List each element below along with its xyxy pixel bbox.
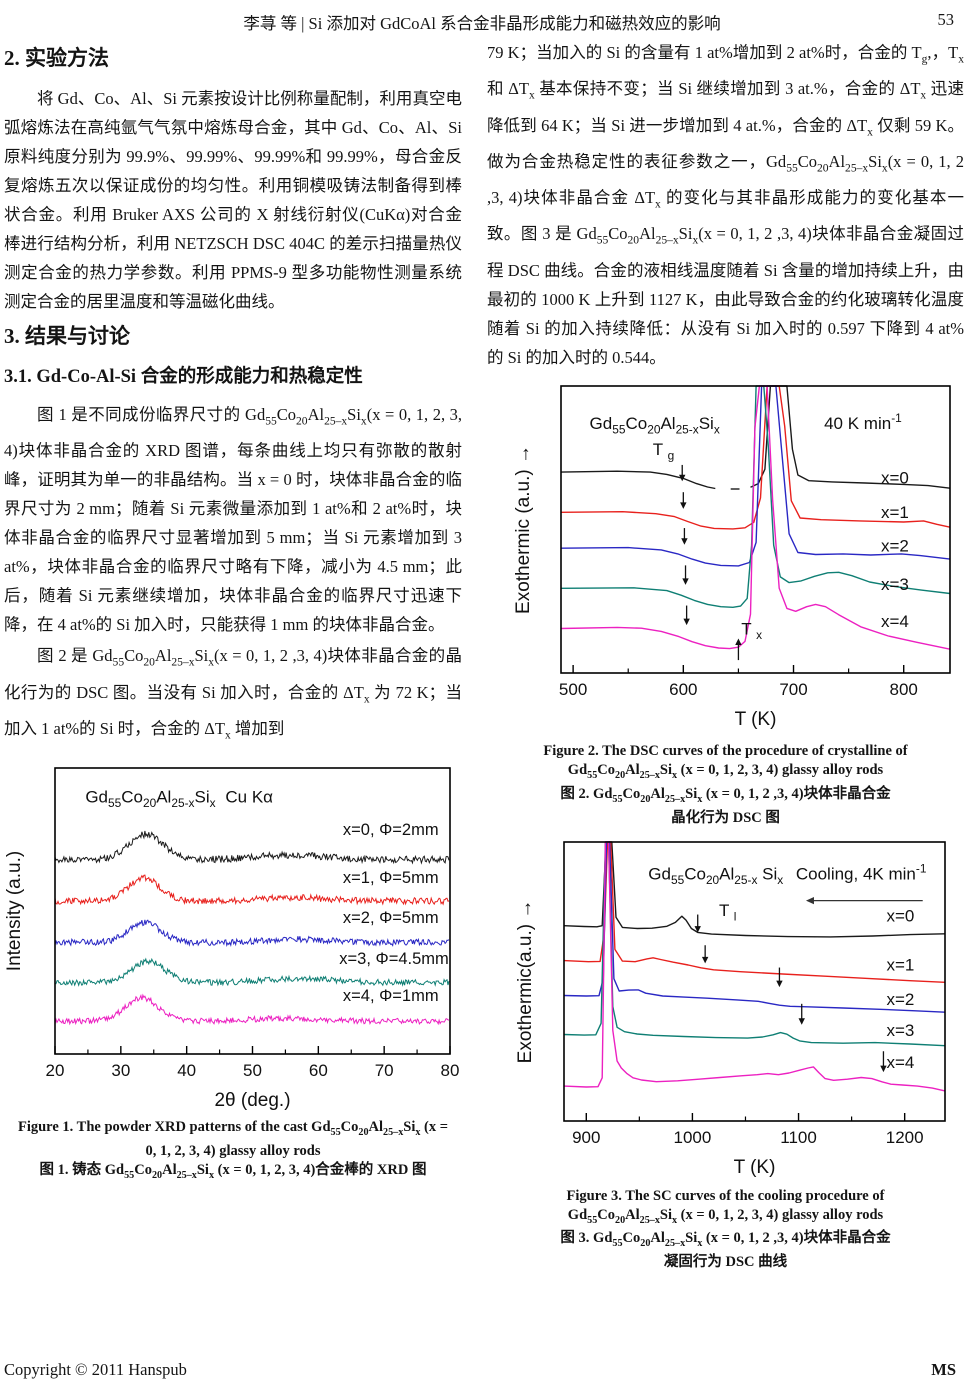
svg-text:x=4, Φ=1mm: x=4, Φ=1mm (343, 987, 439, 1005)
svg-text:x=3, Φ=4.5mm: x=3, Φ=4.5mm (339, 950, 448, 968)
figure-2-caption: Figure 2. The DSC curves of the procedur… (493, 742, 958, 828)
figure-2-caption-line: Gd55Co20Al25–xSix (x = 0, 1, 2, 3, 4) gl… (567, 761, 884, 781)
running-header: 李荨 等 | Si 添加对 GdCoAl 系合金非晶形成能力和磁热效应的影响 (0, 10, 964, 34)
svg-text:T l: T l (719, 900, 736, 923)
running-header-title: 李荨 等 | Si 添加对 GdCoAl 系合金非晶形成能力和磁热效应的影响 (243, 14, 721, 33)
svg-text:20: 20 (46, 1061, 65, 1080)
section-2-paragraph: 将 Gd、Co、Al、Si 元素按设计比例称量配制，利用真空电弧熔炼法在高纯氩气… (4, 89, 462, 311)
figure-2-caption-line: Figure 2. The DSC curves of the procedur… (543, 742, 908, 759)
figure-2-caption-line: 图 2. Gd55Co20Al25–xSix (x = 0, 1, 2 ,3, … (560, 785, 891, 805)
svg-text:600: 600 (669, 680, 697, 699)
svg-text:T (K): T (K) (735, 709, 777, 730)
svg-text:40 K min-1: 40 K min-1 (824, 411, 902, 433)
section-3-1-heading: 3.1. Gd-Co-Al-Si 合金的形成能力和热稳定性 (4, 367, 363, 387)
copyright-notice: Copyright © 2011 Hanspub (4, 1360, 187, 1379)
svg-text:900: 900 (572, 1128, 600, 1147)
journal-mark: MS (931, 1360, 956, 1379)
svg-text:x=3: x=3 (886, 1020, 914, 1039)
figure-2-caption-line: 晶化行为 DSC 图 (671, 809, 780, 826)
figure-3-caption: Figure 3. The SC curves of the cooling p… (493, 1187, 958, 1273)
svg-text:70: 70 (375, 1061, 394, 1080)
svg-text:x=1: x=1 (881, 503, 909, 522)
svg-text:T x: T x (741, 619, 762, 642)
svg-text:800: 800 (890, 680, 918, 699)
figure-3-caption-line: 凝固行为 DSC 曲线 (663, 1254, 788, 1271)
section-3-heading: 3. 结果与讨论 (4, 324, 130, 348)
svg-text:x=1: x=1 (886, 955, 914, 974)
svg-text:40: 40 (177, 1061, 196, 1080)
svg-text:Exothermic(a.u.) →: Exothermic(a.u.) → (515, 899, 536, 1063)
svg-text:500: 500 (559, 680, 587, 699)
svg-text:30: 30 (111, 1061, 130, 1080)
figure-3-dsc-cooling-chart: 900 1000 1100 1200 T (K) Exothermic(a.u.) → Gd… (515, 840, 946, 1178)
svg-text:x=3: x=3 (881, 575, 909, 594)
figure-3-caption-line: Figure 3. The SC curves of the cooling p… (566, 1187, 885, 1204)
svg-text:x=0: x=0 (886, 906, 914, 925)
figure-2-dsc-heating-chart: 500 600 700 800 T (K) Exothermic (a.u.) → Gd55… (513, 384, 951, 730)
svg-text:1200: 1200 (886, 1128, 924, 1147)
figure-3-caption-line: 图 3. Gd55Co20Al25–xSix (x = 0, 1, 2 ,3, … (560, 1230, 891, 1250)
svg-text:Intensity (a.u.): Intensity (a.u.) (4, 851, 25, 971)
svg-text:50: 50 (243, 1061, 262, 1080)
figure-1-caption: Figure 1. The powder XRD patterns of the… (10, 1118, 456, 1185)
figure-1-caption-line: 图 1. 铸态 Gd55Co20Al25–xSix (x = 0, 1, 2, … (39, 1162, 427, 1181)
svg-text:80: 80 (441, 1061, 460, 1080)
svg-text:Cu Kα: Cu Kα (225, 788, 273, 807)
paragraph-continuation: 79 K；当加入的 Si 的含量有 1 at%增加到 2 at%时，合金的 Tg… (487, 43, 964, 367)
paragraph-fig1-discussion: 图 1 是不同成份临界尺寸的 Gd55Co20Al25–xSix(x = 0, … (4, 405, 462, 635)
left-column: 2. 实验方法 将 Gd、Co、Al、Si 元素按设计比例称量配制，利用真空电弧… (4, 38, 462, 1195)
right-column: 79 K；当加入的 Si 的含量有 1 at%增加到 2 at%时，合金的 Tg… (487, 38, 964, 1282)
figure-1-xrd-chart: 20 30 40 50 60 70 80 2θ (deg.) Intensity (a.u.) G… (4, 767, 460, 1111)
svg-text:60: 60 (309, 1061, 328, 1080)
figure-1-caption-line: 0, 1, 2, 3, 4) glassy alloy rods (145, 1143, 321, 1160)
svg-text:x=2: x=2 (886, 990, 914, 1009)
figure-1-caption-line: Figure 1. The powder XRD patterns of the… (17, 1119, 449, 1139)
svg-text:2θ (deg.): 2θ (deg.) (214, 1090, 290, 1111)
svg-text:T g: T g (653, 440, 674, 463)
page-number: 53 (937, 10, 955, 29)
svg-text:T (K): T (K) (734, 1157, 776, 1178)
svg-text:1100: 1100 (780, 1128, 817, 1147)
svg-text:Gd55Co20Al25-xSix: Gd55Co20Al25-xSix (590, 414, 720, 437)
svg-text:x=2: x=2 (881, 536, 909, 555)
figure-3-caption-line: Gd55Co20Al25–xSix (x = 0, 1, 2, 3, 4) gl… (567, 1206, 884, 1226)
svg-text:Cooling, 4K min-1: Cooling, 4K min-1 (796, 861, 927, 883)
svg-text:x=1, Φ=5mm: x=1, Φ=5mm (343, 869, 439, 887)
svg-text:Exothermic (a.u.) →: Exothermic (a.u.) → (513, 445, 534, 614)
svg-text:x=4: x=4 (881, 612, 909, 631)
svg-text:Gd55Co20Al25-xSix: Gd55Co20Al25-xSix (85, 788, 215, 811)
svg-text:700: 700 (779, 680, 807, 699)
svg-text:x=4: x=4 (886, 1053, 914, 1072)
section-2-heading: 2. 实验方法 (4, 46, 109, 70)
svg-text:x=2, Φ=5mm: x=2, Φ=5mm (343, 909, 439, 927)
svg-text:1000: 1000 (674, 1128, 712, 1147)
paragraph-fig2-discussion: 图 2 是 Gd55Co20Al25–xSix(x = 0, 1, 2 ,3, … (4, 646, 462, 742)
svg-text:x=0, Φ=2mm: x=0, Φ=2mm (343, 821, 439, 839)
svg-text:x=0: x=0 (881, 468, 909, 487)
svg-text:Gd55Co20Al25-x Six: Gd55Co20Al25-x Six (648, 864, 783, 887)
